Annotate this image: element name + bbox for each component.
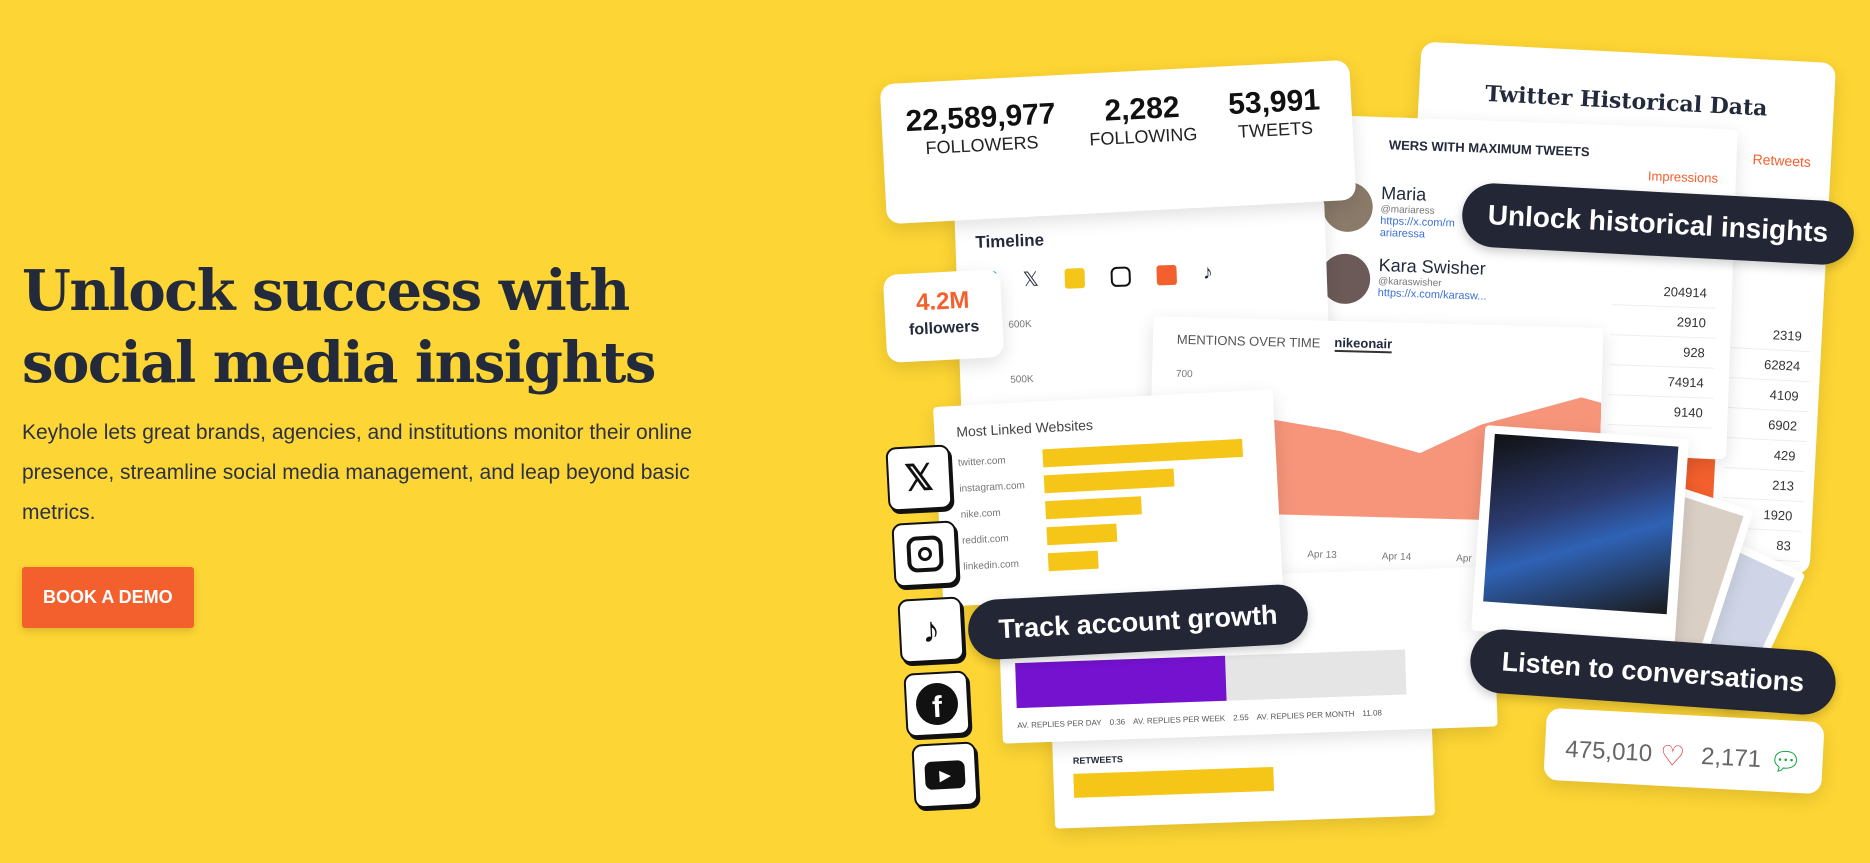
post-image [1471, 425, 1689, 645]
site-label: nike.com [960, 507, 1001, 521]
x-label: Apr 14 [1381, 551, 1412, 563]
profile-link[interactable]: https://x.com/mariaressa [1379, 215, 1455, 241]
stat-followers: 22,589,977 FOLLOWERS [904, 97, 1057, 159]
post-photo [1483, 433, 1679, 615]
hero-title: Unlock success with social media insights [22, 258, 656, 396]
youtube-icon[interactable]: ▶ [911, 741, 979, 809]
instagram-icon[interactable] [891, 520, 959, 588]
historical-title: Twitter Historical Data [1484, 80, 1769, 122]
stat-tweets: 53,991 TWEETS [1227, 83, 1321, 142]
retweets-label: RETWEETS [1072, 754, 1124, 766]
x-icon[interactable]: 𝕏 [885, 444, 953, 512]
hero: Unlock success with social media insights… [22, 255, 782, 628]
pill-listen-conversations: Listen to conversations [1468, 627, 1838, 717]
book-demo-button[interactable]: BOOK A DEMO [22, 567, 194, 628]
likes-count: 475,010 [1564, 735, 1653, 768]
replies-bar [1015, 655, 1227, 709]
influencer-row[interactable]: Kara Swisher @karaswisher https://x.com/ka… [1319, 252, 1504, 309]
engagement-card: 475,010 ♡ 2,171 💬︎ [1543, 707, 1825, 795]
checkbox-instagram[interactable] [1064, 267, 1086, 289]
followers-badge: 4.2M followers [882, 268, 1005, 364]
x-label: Apr [1456, 553, 1472, 565]
site-label: linkedin.com [963, 558, 1020, 573]
col-impressions: Impressions [1647, 168, 1719, 186]
site-label: instagram.com [959, 479, 1026, 495]
tiktok-icon: ♪ [1202, 261, 1214, 284]
retweets-bar [1073, 766, 1275, 798]
impressions-column: 204914 2910 928 74914 9140 [1607, 275, 1718, 429]
influencers-subtitle: WERS WITH MAXIMUM TWEETS [1388, 137, 1590, 160]
site-bar [1043, 468, 1175, 494]
mentions-title: MENTIONS OVER TIME [1176, 331, 1321, 351]
x-icon: 𝕏 [1022, 268, 1040, 292]
facebook-icon[interactable]: f [903, 670, 971, 738]
y-label: 500K [1010, 373, 1034, 386]
site-label: reddit.com [961, 532, 1009, 547]
site-label: twitter.com [957, 454, 1006, 469]
heart-icon: ♡ [1659, 739, 1686, 772]
timeline-title: Timeline [975, 230, 1045, 252]
site-bar [1047, 550, 1099, 572]
most-linked-websites-card: Most Linked Websites twitter.com instagra… [932, 389, 1284, 607]
col-retweets: Retweets [1752, 150, 1812, 171]
checkbox-tiktok[interactable] [1156, 264, 1178, 286]
y-label: 600K [1008, 318, 1032, 331]
site-bar [1045, 496, 1142, 520]
site-bar [1046, 523, 1118, 546]
platform-filters: 𝕏 ♪ [976, 257, 1327, 294]
instagram-icon [1110, 265, 1132, 287]
hero-description: Keyhole lets great brands, agencies, and… [22, 421, 693, 524]
tab-nikeonair[interactable]: nikeonair [1334, 334, 1393, 354]
tiktok-icon[interactable]: ♪ [897, 596, 965, 664]
x-label: Apr 13 [1307, 549, 1337, 562]
stat-following: 2,282 FOLLOWING [1088, 90, 1198, 150]
account-stats-card: 22,589,977 FOLLOWERS 2,282 FOLLOWING 53,99… [879, 59, 1357, 225]
comment-icon: 💬︎ [1768, 744, 1803, 777]
comments-count: 2,171 [1700, 742, 1762, 774]
